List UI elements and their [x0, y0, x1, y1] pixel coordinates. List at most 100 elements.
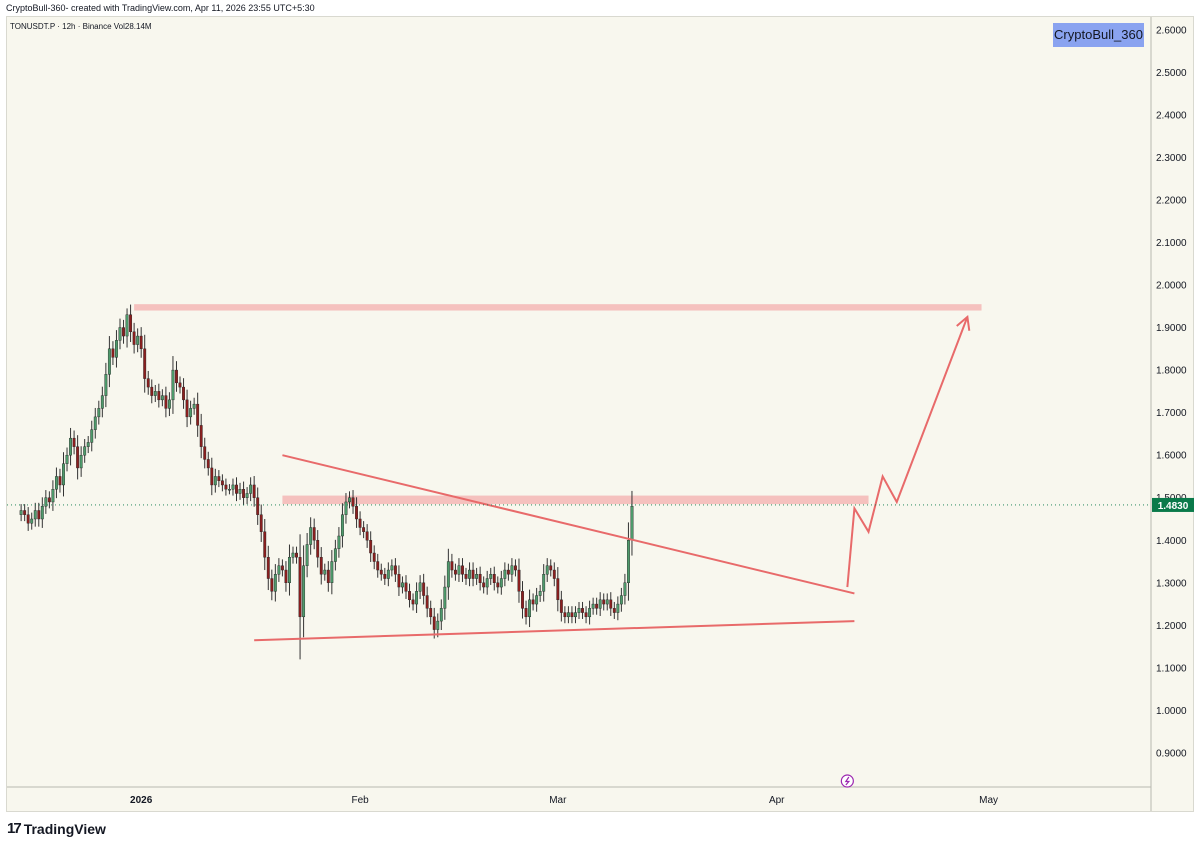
candle-body	[355, 506, 358, 520]
candle-body	[291, 552, 295, 558]
price-tick-label: 2.3000	[1156, 153, 1187, 164]
price-tick-label: 2.1000	[1156, 238, 1187, 249]
candle-body	[164, 395, 168, 409]
candle-body	[217, 476, 221, 481]
time-tick-label: Mar	[549, 795, 567, 806]
candle-body	[263, 531, 267, 558]
candle-body	[323, 569, 327, 575]
candle-body	[270, 578, 274, 592]
candle-body	[266, 557, 270, 579]
candle-body	[242, 489, 246, 498]
candle-body	[626, 540, 630, 584]
candle-body	[362, 527, 366, 532]
candle-body	[528, 599, 532, 618]
candle-body	[23, 510, 27, 515]
price-tick-label: 1.3000	[1156, 578, 1187, 589]
candle-body	[482, 582, 486, 588]
candle-body	[390, 565, 394, 571]
candle-body	[581, 608, 584, 613]
candle-body	[489, 574, 493, 579]
candle-body	[429, 608, 433, 618]
candle-body	[365, 531, 369, 541]
candle-body	[330, 561, 334, 584]
candle-body	[542, 574, 546, 592]
candle-body	[552, 569, 556, 579]
price-tick-label: 1.0000	[1156, 706, 1187, 717]
candle-body	[277, 565, 281, 575]
candle-body	[40, 506, 44, 520]
candle-body	[517, 569, 521, 592]
candle-body	[446, 561, 450, 588]
last-price-label: 1.4830	[1158, 501, 1189, 512]
candle-body	[425, 595, 429, 609]
candle-body	[510, 565, 514, 575]
candle-body	[344, 501, 348, 515]
candle-body	[224, 484, 228, 490]
candle-body	[623, 582, 627, 596]
candle-body	[450, 561, 454, 571]
candle-body	[79, 454, 83, 469]
author-watermark: CryptoBull_360	[1053, 23, 1144, 47]
time-tick-label: May	[979, 795, 998, 806]
candle-body	[210, 467, 214, 486]
candle-body	[160, 395, 164, 401]
chart-frame[interactable]	[6, 16, 1194, 812]
candle-body	[616, 603, 620, 613]
price-tick-label: 2.4000	[1156, 110, 1187, 121]
candle-body	[51, 489, 55, 503]
chart-caption: CryptoBull-360- created with TradingView…	[6, 3, 315, 13]
lightning-bolt-glyph	[844, 776, 851, 786]
candle-body	[464, 574, 468, 579]
candle-body	[443, 586, 447, 609]
candle-body	[305, 544, 309, 566]
price-tick-label: 2.5000	[1156, 68, 1187, 79]
candle-body	[298, 557, 302, 618]
candle-body	[563, 612, 567, 618]
candle-body	[150, 386, 154, 396]
candle-body	[574, 612, 577, 618]
candle-body	[143, 348, 147, 379]
candle-body	[432, 616, 436, 630]
candle-body	[153, 391, 157, 396]
candle-body	[503, 569, 507, 579]
candle-body	[213, 476, 217, 486]
tradingview-logo[interactable]: 17 TradingView	[7, 820, 106, 837]
candle-body	[192, 403, 196, 409]
candle-body	[326, 569, 330, 584]
candle-body	[591, 603, 595, 609]
candle-body	[630, 506, 634, 541]
candle-body	[93, 416, 97, 430]
candle-body	[358, 518, 362, 528]
candle-body	[376, 561, 380, 571]
candle-body	[393, 565, 397, 575]
candle-body	[182, 386, 185, 401]
candle-body	[111, 348, 115, 358]
candle-body	[337, 535, 341, 549]
resistance-zone-upper	[134, 304, 982, 311]
candle-body	[531, 599, 535, 605]
candle-body	[26, 514, 30, 524]
candle-body	[545, 565, 549, 575]
candle-body	[129, 314, 133, 333]
candle-body	[196, 403, 200, 426]
candle-body	[206, 459, 210, 469]
candle-body	[422, 582, 426, 596]
candle-body	[65, 454, 69, 464]
candle-body	[54, 476, 58, 490]
candle-body	[100, 395, 104, 409]
tradingview-logo-icon: 17	[7, 820, 22, 837]
candle-body	[369, 540, 373, 554]
candle-body	[185, 399, 189, 418]
candle-body	[468, 569, 471, 579]
candle-body	[478, 574, 482, 584]
candle-body	[97, 408, 101, 418]
candle-body	[485, 578, 489, 588]
candle-body	[439, 608, 443, 622]
candle-body	[461, 565, 464, 575]
candle-body	[457, 565, 461, 575]
candle-body	[132, 331, 136, 345]
tradingview-logo-text: TradingView	[23, 820, 106, 837]
candle-body	[175, 369, 178, 384]
candle-body	[136, 335, 140, 345]
